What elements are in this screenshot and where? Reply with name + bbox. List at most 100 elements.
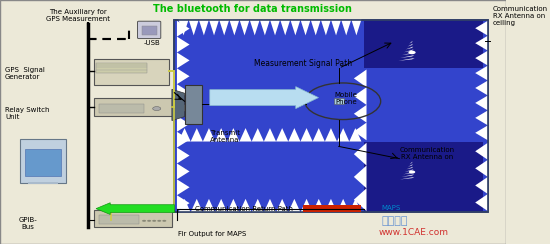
- Polygon shape: [178, 128, 191, 142]
- Circle shape: [152, 220, 156, 222]
- Polygon shape: [409, 41, 412, 44]
- Polygon shape: [280, 20, 290, 35]
- Polygon shape: [239, 128, 252, 142]
- Bar: [364, 142, 483, 212]
- Text: Communication Return Path: Communication Return Path: [195, 206, 293, 212]
- FancyArrow shape: [210, 87, 318, 109]
- Polygon shape: [337, 128, 349, 142]
- Bar: [20, 139, 65, 183]
- Bar: [141, 26, 157, 35]
- Text: GPIB-
Bus: GPIB- Bus: [19, 217, 37, 230]
- Polygon shape: [475, 160, 488, 177]
- Bar: [98, 215, 139, 224]
- Polygon shape: [288, 199, 300, 212]
- Polygon shape: [177, 84, 190, 100]
- Polygon shape: [475, 110, 488, 125]
- Text: 仿真在线: 仿真在线: [382, 216, 408, 226]
- Polygon shape: [402, 52, 414, 55]
- Circle shape: [147, 220, 151, 222]
- Polygon shape: [406, 167, 413, 169]
- Polygon shape: [276, 199, 288, 212]
- Polygon shape: [475, 36, 488, 51]
- Text: The bluetooth for data transmission: The bluetooth for data transmission: [153, 4, 352, 14]
- Text: www.1CAE.com: www.1CAE.com: [378, 228, 448, 237]
- Polygon shape: [405, 169, 414, 172]
- Polygon shape: [404, 49, 414, 52]
- Polygon shape: [288, 128, 300, 142]
- Polygon shape: [312, 199, 325, 212]
- Text: Relay Switch
Unit: Relay Switch Unit: [5, 107, 50, 120]
- Text: Transmit
Antenna: Transmit Antenna: [210, 130, 240, 143]
- Polygon shape: [331, 20, 341, 35]
- Polygon shape: [325, 199, 337, 212]
- Polygon shape: [354, 165, 366, 188]
- Polygon shape: [475, 21, 488, 36]
- Polygon shape: [177, 21, 190, 37]
- Polygon shape: [264, 199, 276, 212]
- FancyArrow shape: [96, 203, 174, 214]
- Polygon shape: [227, 128, 239, 142]
- Polygon shape: [312, 128, 325, 142]
- Bar: [96, 63, 147, 73]
- FancyBboxPatch shape: [138, 21, 161, 39]
- Bar: [28, 182, 58, 184]
- Polygon shape: [177, 37, 190, 52]
- Polygon shape: [177, 116, 190, 132]
- Polygon shape: [191, 128, 203, 142]
- Polygon shape: [400, 177, 415, 179]
- Text: Mobile
Phone: Mobile Phone: [335, 92, 358, 105]
- Polygon shape: [321, 20, 331, 35]
- Polygon shape: [341, 20, 351, 35]
- Text: Communication
RX Antenna on: Communication RX Antenna on: [400, 147, 455, 160]
- Polygon shape: [349, 128, 361, 142]
- Polygon shape: [239, 20, 250, 35]
- Polygon shape: [475, 194, 488, 211]
- Polygon shape: [398, 58, 415, 61]
- Bar: [303, 205, 361, 212]
- Polygon shape: [354, 70, 366, 87]
- Polygon shape: [475, 66, 488, 81]
- Polygon shape: [475, 95, 488, 110]
- Polygon shape: [203, 128, 215, 142]
- Polygon shape: [300, 199, 312, 212]
- Text: Measurement Signal Path: Measurement Signal Path: [254, 59, 353, 68]
- Polygon shape: [189, 20, 199, 35]
- Polygon shape: [354, 188, 366, 211]
- Circle shape: [409, 171, 415, 173]
- Polygon shape: [354, 143, 366, 165]
- Polygon shape: [354, 105, 366, 122]
- Polygon shape: [475, 125, 488, 140]
- Bar: [94, 210, 172, 227]
- Text: The Auxiliary for
GPS Measurement: The Auxiliary for GPS Measurement: [46, 9, 111, 21]
- Polygon shape: [215, 199, 227, 212]
- Polygon shape: [400, 55, 414, 58]
- Text: GPS  Signal
Generator: GPS Signal Generator: [5, 67, 45, 80]
- Polygon shape: [178, 199, 191, 212]
- Polygon shape: [410, 162, 412, 164]
- Polygon shape: [475, 51, 488, 66]
- Polygon shape: [408, 164, 413, 167]
- Polygon shape: [227, 199, 239, 212]
- Polygon shape: [177, 68, 190, 84]
- Polygon shape: [276, 128, 288, 142]
- Bar: [174, 20, 488, 212]
- Polygon shape: [178, 20, 189, 35]
- Text: Communication
RX Antenna on
ceiling: Communication RX Antenna on ceiling: [493, 6, 548, 26]
- Polygon shape: [177, 100, 190, 116]
- Polygon shape: [406, 47, 413, 49]
- Polygon shape: [475, 143, 488, 160]
- Polygon shape: [177, 148, 190, 163]
- Text: Fir Output for MAPS: Fir Output for MAPS: [178, 231, 246, 237]
- Polygon shape: [325, 128, 337, 142]
- Polygon shape: [209, 20, 219, 35]
- Polygon shape: [219, 20, 229, 35]
- Bar: [98, 104, 144, 113]
- Polygon shape: [172, 89, 184, 121]
- Circle shape: [153, 107, 161, 111]
- Bar: [174, 20, 488, 212]
- Polygon shape: [252, 199, 264, 212]
- Polygon shape: [402, 174, 414, 177]
- Polygon shape: [300, 20, 311, 35]
- Polygon shape: [239, 199, 252, 212]
- Polygon shape: [203, 199, 215, 212]
